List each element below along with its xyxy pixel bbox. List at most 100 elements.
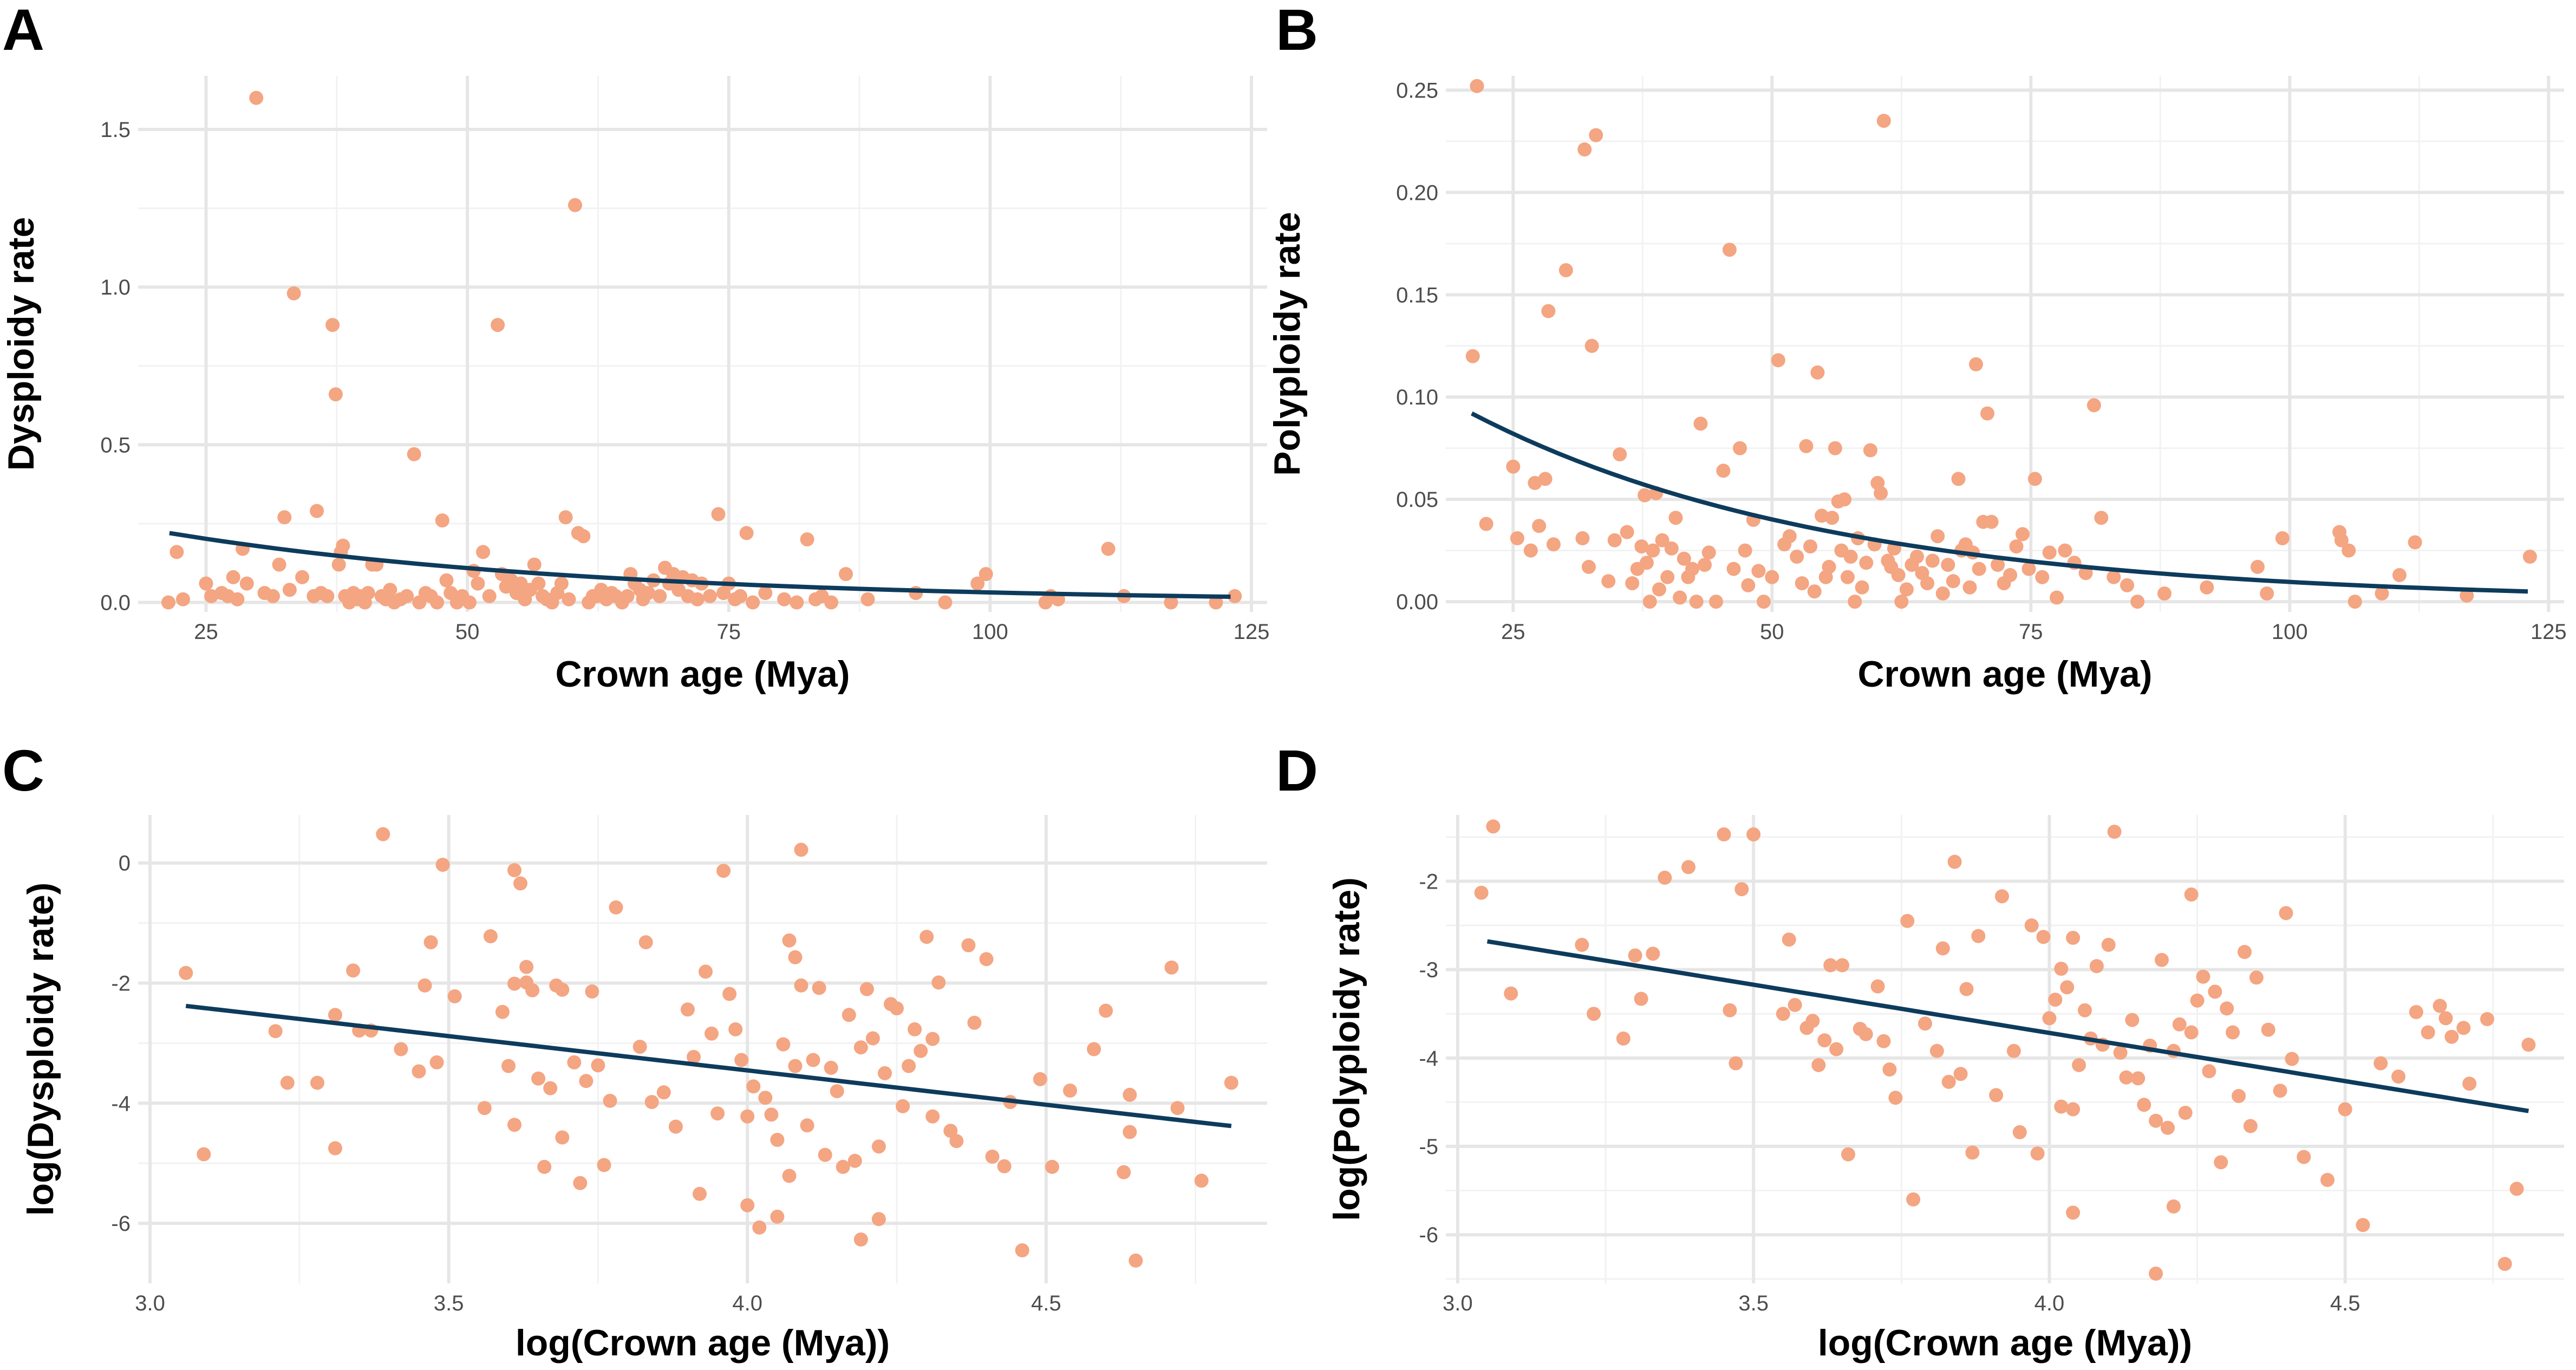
- data-point: [1788, 997, 1802, 1012]
- data-point: [1581, 559, 1596, 574]
- data-point: [1882, 1062, 1897, 1077]
- data-point: [836, 1159, 850, 1174]
- data-point: [1033, 1072, 1047, 1086]
- y-tick-label: -4: [111, 1092, 131, 1115]
- x-tick-label: 125: [2531, 620, 2567, 644]
- data-point: [2338, 1102, 2352, 1117]
- y-tick-label: 0.20: [1396, 181, 1438, 205]
- x-tick-label: 50: [1760, 620, 1784, 644]
- data-point: [1625, 576, 1640, 591]
- data-point: [1723, 1003, 1737, 1017]
- data-point: [554, 576, 569, 591]
- data-point: [865, 1031, 880, 1046]
- data-point: [1506, 459, 1521, 474]
- data-point: [1613, 447, 1627, 461]
- data-point: [2285, 1052, 2299, 1066]
- data-point: [711, 507, 726, 521]
- data-point: [2409, 1005, 2423, 1019]
- data-point: [2334, 533, 2349, 547]
- x-tick-label: 25: [1501, 620, 1525, 644]
- data-point: [2214, 1155, 2228, 1170]
- data-point: [1790, 550, 1804, 564]
- data-point: [2060, 980, 2075, 995]
- data-point: [230, 592, 245, 606]
- x-tick-label: 4.5: [2330, 1291, 2360, 1315]
- data-point: [2131, 1071, 2145, 1086]
- data-point: [1962, 580, 1977, 595]
- data-point: [2027, 472, 2042, 486]
- data-point: [2021, 562, 2036, 576]
- panel-letter: B: [1276, 0, 1318, 62]
- data-point: [1658, 870, 1672, 885]
- data-point: [239, 576, 254, 591]
- data-point: [2130, 595, 2145, 609]
- data-point: [902, 1059, 916, 1073]
- data-point: [1906, 1192, 1921, 1206]
- data-point: [336, 538, 350, 553]
- data-point: [507, 976, 521, 991]
- data-point: [1876, 114, 1891, 128]
- data-point: [1751, 564, 1766, 578]
- data-point: [1738, 543, 1752, 558]
- data-point: [2003, 568, 2018, 582]
- data-point: [447, 989, 462, 1003]
- data-point: [280, 1075, 295, 1090]
- y-tick-label: -5: [1419, 1135, 1438, 1159]
- data-point: [328, 1008, 342, 1022]
- data-point: [501, 1059, 516, 1073]
- x-tick-label: 4.0: [732, 1291, 762, 1315]
- panel-d: 3.0 3.5 4.0 4.5 -6 -5 -4 -3 -2 log(Crown age (Mya…: [1276, 738, 2564, 1364]
- data-point: [1607, 533, 1622, 547]
- data-point: [1634, 991, 1648, 1006]
- data-point: [2030, 1146, 2045, 1161]
- data-point: [1858, 1027, 1873, 1041]
- data-point: [2107, 570, 2121, 584]
- data-point: [2066, 930, 2081, 945]
- data-point: [752, 1220, 767, 1235]
- data-point: [2078, 1003, 2092, 1017]
- data-point: [896, 1099, 910, 1113]
- data-point: [800, 1118, 814, 1133]
- data-point: [1541, 304, 1556, 318]
- data-point: [199, 576, 213, 591]
- data-point: [1980, 406, 1994, 421]
- data-point: [740, 1198, 755, 1212]
- data-point: [794, 978, 808, 993]
- data-point: [1874, 486, 1888, 500]
- data-point: [176, 592, 190, 606]
- data-point: [728, 1022, 743, 1036]
- data-point: [2101, 937, 2116, 952]
- data-point: [568, 198, 582, 212]
- data-point: [800, 532, 814, 547]
- x-tick-label: 100: [972, 620, 1008, 644]
- data-point: [1825, 511, 1840, 525]
- data-point: [1015, 1243, 1029, 1257]
- data-point: [871, 1212, 886, 1227]
- data-point: [2347, 595, 2362, 609]
- data-point: [543, 1081, 558, 1095]
- data-point: [286, 286, 301, 301]
- data-point: [2226, 1025, 2240, 1040]
- data-point: [620, 589, 635, 603]
- data-point: [2036, 930, 2051, 944]
- data-point: [687, 1049, 701, 1064]
- data-point: [2072, 1058, 2086, 1072]
- data-point: [1538, 472, 1553, 486]
- data-point: [2161, 1120, 2175, 1135]
- data-point: [1693, 416, 1708, 431]
- data-point: [1959, 982, 1974, 996]
- data-point: [853, 1232, 868, 1247]
- data-point: [2238, 945, 2252, 959]
- data-point: [794, 843, 808, 857]
- data-point: [1810, 365, 1825, 380]
- data-point: [668, 1119, 683, 1134]
- data-point: [2016, 527, 2030, 542]
- data-point: [1782, 529, 1797, 544]
- data-point: [1823, 958, 1838, 973]
- data-point: [1803, 539, 1817, 554]
- data-point: [641, 586, 656, 601]
- data-point: [1639, 556, 1654, 570]
- y-tick-label: -6: [1419, 1223, 1438, 1247]
- data-point: [2249, 970, 2264, 985]
- data-point: [1991, 558, 2005, 572]
